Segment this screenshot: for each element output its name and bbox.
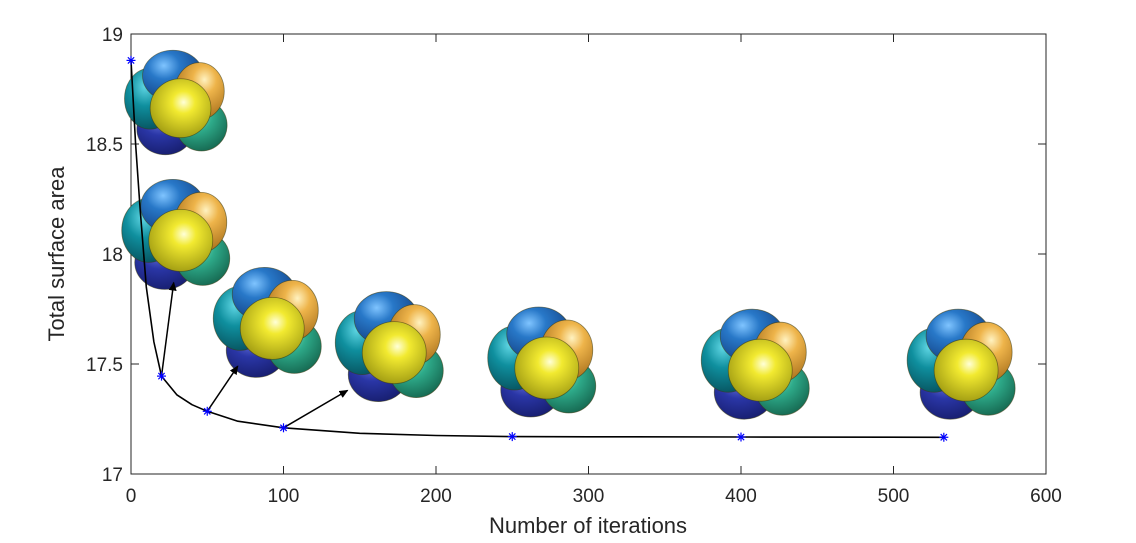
cluster-iter-20 (121, 178, 231, 290)
cluster-iter-100 (334, 291, 444, 403)
annotation-arrows (160, 281, 349, 429)
y-tick-label: 19 (102, 25, 123, 46)
series-surface-area (126, 55, 949, 442)
x-tick-label: 100 (268, 486, 300, 507)
cluster-iter-533 (906, 308, 1016, 420)
x-tick-label: 600 (1030, 486, 1062, 507)
x-tick-label: 300 (573, 486, 605, 507)
cell-yellow (239, 296, 305, 360)
cell-yellow (149, 78, 212, 139)
x-tick-label: 400 (725, 486, 757, 507)
cell-yellow (933, 338, 999, 402)
cluster-iter-50 (212, 266, 322, 378)
y-tick-label: 18.5 (86, 135, 123, 156)
y-tick-label: 17 (102, 465, 123, 486)
data-point-marker (507, 432, 517, 442)
annotation-arrow (283, 389, 349, 429)
cluster-iter-0 (124, 49, 228, 156)
y-axis-ticks: 17 17.5 18 18.5 19 (86, 25, 1046, 486)
data-point-marker (736, 432, 746, 442)
y-axis-label: Total surface area (44, 166, 69, 342)
data-point-marker (202, 406, 212, 416)
cell-yellow (727, 338, 793, 402)
data-point-marker (157, 371, 166, 381)
annotation-arrow (160, 281, 177, 377)
data-point-marker (279, 423, 288, 433)
x-axis-ticks: 0 100 200 300 400 500 600 (126, 34, 1062, 507)
x-tick-label: 200 (420, 486, 452, 507)
x-tick-label: 0 (126, 486, 137, 507)
cluster-iter-250 (487, 306, 597, 418)
y-tick-label: 18 (102, 245, 123, 266)
cluster-iter-400 (700, 308, 810, 420)
cluster-images (121, 49, 1016, 420)
data-point-marker (126, 55, 136, 65)
cell-yellow (361, 321, 427, 385)
data-point-marker (939, 432, 949, 442)
plot-area-box (130, 33, 1047, 475)
x-axis-label: Number of iterations (489, 513, 687, 538)
plot-area (130, 33, 1047, 475)
annotation-arrow (206, 365, 239, 412)
y-tick-label: 17.5 (86, 355, 123, 376)
x-tick-label: 500 (878, 486, 910, 507)
cell-yellow (148, 208, 214, 272)
cell-yellow (514, 336, 580, 400)
